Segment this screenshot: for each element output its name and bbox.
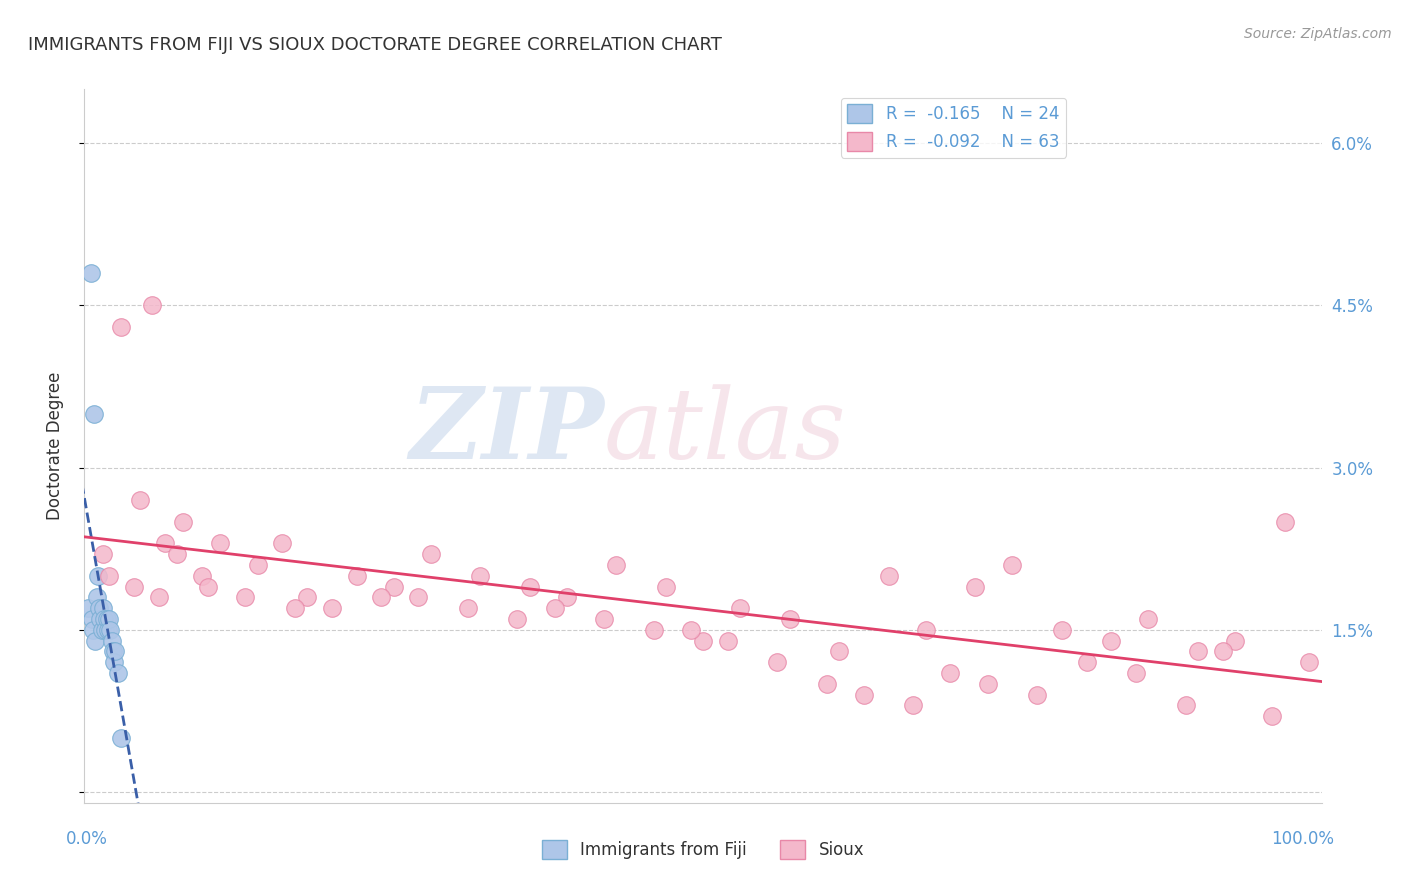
Legend: Immigrants from Fiji, Sioux: Immigrants from Fiji, Sioux (536, 833, 870, 866)
Point (197, 580, 219, 594)
Point (321, 601, 343, 615)
Point (80, 612, 103, 626)
Text: IMMIGRANTS FROM FIJI VS SIOUX DOCTORATE DEGREE CORRELATION CHART: IMMIGRANTS FROM FIJI VS SIOUX DOCTORATE … (28, 36, 723, 54)
Point (84, 633, 107, 648)
Point (470, 568, 492, 582)
Point (1076, 655, 1098, 669)
Point (246, 558, 269, 572)
Text: 100.0%: 100.0% (1271, 830, 1334, 847)
Point (903, 698, 925, 713)
Text: ZIP: ZIP (409, 384, 605, 480)
Point (655, 580, 678, 594)
Point (939, 666, 962, 681)
Point (94, 623, 117, 637)
Point (914, 623, 936, 637)
Point (295, 591, 318, 605)
Point (148, 591, 170, 605)
Point (82, 623, 104, 637)
Point (692, 633, 714, 648)
Point (89, 612, 111, 626)
Point (98, 623, 121, 637)
Point (83, 407, 105, 421)
Point (1261, 709, 1284, 723)
Point (1298, 655, 1320, 669)
Point (129, 493, 152, 508)
Point (122, 580, 145, 594)
Point (1050, 623, 1073, 637)
Point (965, 580, 987, 594)
Point (1187, 644, 1209, 658)
Point (191, 568, 214, 582)
Point (766, 655, 789, 669)
Point (543, 601, 565, 615)
Point (89, 601, 111, 615)
Point (728, 601, 751, 615)
Point (519, 580, 541, 594)
Point (107, 666, 129, 681)
Text: atlas: atlas (605, 384, 846, 479)
Text: 0.0%: 0.0% (66, 830, 108, 847)
Point (382, 580, 405, 594)
Point (1223, 633, 1246, 648)
Point (97, 623, 120, 637)
Point (1274, 515, 1296, 529)
Point (77, 601, 100, 615)
Point (593, 612, 616, 626)
Point (346, 568, 368, 582)
Point (717, 633, 740, 648)
Point (166, 547, 188, 561)
Point (110, 731, 132, 745)
Point (110, 320, 132, 334)
Point (555, 591, 578, 605)
Point (419, 547, 441, 561)
Point (679, 623, 702, 637)
Point (87, 568, 110, 582)
Point (103, 655, 125, 669)
Point (779, 612, 801, 626)
Point (172, 515, 194, 529)
Point (153, 536, 176, 550)
Point (1125, 666, 1147, 681)
Point (976, 677, 998, 691)
Point (643, 623, 665, 637)
Point (101, 644, 124, 658)
Point (1001, 558, 1024, 572)
Point (370, 591, 392, 605)
Point (98, 612, 121, 626)
Point (1026, 688, 1049, 702)
Point (96, 612, 118, 626)
Point (86, 591, 108, 605)
Point (91, 601, 114, 615)
Point (271, 536, 294, 550)
Point (104, 644, 127, 658)
Point (98, 568, 121, 582)
Point (209, 536, 232, 550)
Point (506, 612, 529, 626)
Point (828, 644, 851, 658)
Point (877, 568, 900, 582)
Y-axis label: Doctorate Degree: Doctorate Degree (45, 372, 63, 520)
Point (1212, 644, 1234, 658)
Point (233, 591, 256, 605)
Point (141, 298, 163, 312)
Text: Source: ZipAtlas.com: Source: ZipAtlas.com (1244, 27, 1392, 41)
Point (852, 688, 875, 702)
Point (100, 633, 122, 648)
Point (408, 591, 430, 605)
Point (1137, 612, 1160, 626)
Point (1174, 698, 1197, 713)
Point (284, 601, 307, 615)
Point (79, 266, 101, 280)
Point (457, 601, 479, 615)
Point (90, 623, 112, 637)
Point (91, 547, 114, 561)
Point (93, 612, 115, 626)
Point (815, 677, 838, 691)
Point (605, 558, 627, 572)
Point (1099, 633, 1122, 648)
